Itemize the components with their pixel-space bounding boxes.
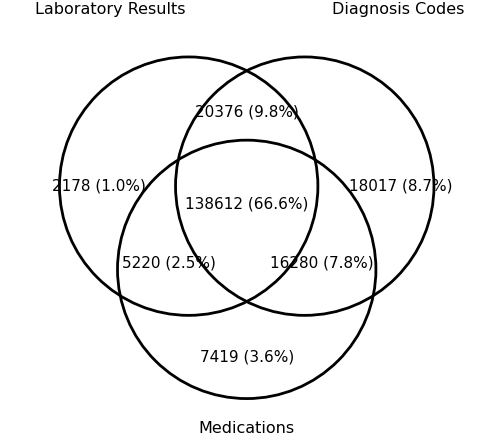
Text: Medications: Medications: [198, 421, 295, 436]
Text: 7419 (3.6%): 7419 (3.6%): [200, 350, 294, 364]
Text: Diagnosis Codes: Diagnosis Codes: [332, 2, 464, 17]
Text: 5220 (2.5%): 5220 (2.5%): [122, 255, 216, 270]
Text: 20376 (9.8%): 20376 (9.8%): [195, 104, 298, 119]
Text: 2178 (1.0%): 2178 (1.0%): [52, 179, 146, 194]
Text: 138612 (66.6%): 138612 (66.6%): [185, 196, 308, 211]
Text: 18017 (8.7%): 18017 (8.7%): [350, 179, 453, 194]
Text: 16280 (7.8%): 16280 (7.8%): [270, 255, 374, 270]
Text: Laboratory Results: Laboratory Results: [36, 2, 186, 17]
